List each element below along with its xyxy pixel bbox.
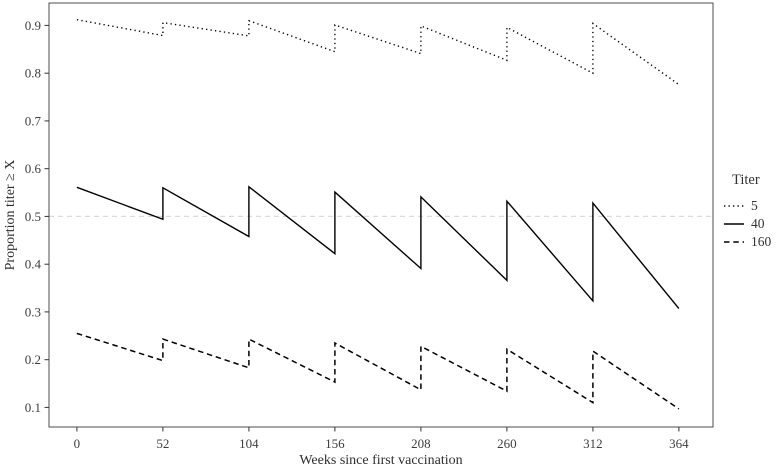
y-tick-label: 0.7 <box>25 113 42 128</box>
legend-key-dashed-line-icon <box>724 241 744 243</box>
x-tick-label: 208 <box>411 436 431 451</box>
y-tick-label: 0.2 <box>25 352 41 367</box>
legend-key-dotted-line-icon <box>724 205 744 207</box>
legend-key-solid-line-icon <box>724 223 744 225</box>
legend-item-label: 160 <box>751 234 772 249</box>
x-axis-title: Weeks since first vaccination <box>299 453 462 468</box>
legend-item-label: 5 <box>751 198 758 213</box>
y-tick-label: 0.8 <box>25 66 41 81</box>
y-tick-label: 0.1 <box>25 400 41 415</box>
series-line-titer-160 <box>76 332 680 410</box>
x-tick-label: 0 <box>74 436 81 451</box>
legend-item-titer-160: 160 <box>723 233 771 251</box>
x-tick-label: 104 <box>239 436 259 451</box>
y-axis-title: Proportion titer ≥ X <box>3 160 18 271</box>
x-tick-label: 312 <box>583 436 603 451</box>
series-line-titer-5 <box>76 19 680 86</box>
y-tick-label: 0.4 <box>25 257 42 272</box>
x-tick-label: 156 <box>325 436 345 451</box>
plot-border <box>48 2 714 428</box>
x-tick-label: 52 <box>156 436 169 451</box>
x-tick-label: 260 <box>497 436 517 451</box>
legend-item-titer-40: 40 <box>723 215 771 233</box>
legend-item-label: 40 <box>751 216 765 231</box>
x-tick-label: 364 <box>669 436 689 451</box>
legend-item-titer-5: 5 <box>723 197 771 215</box>
legend: Titer 5 40 160 <box>723 172 771 251</box>
series-line-titer-40 <box>76 185 680 310</box>
y-tick-label: 0.9 <box>25 18 41 33</box>
legend-title: Titer <box>732 172 760 188</box>
legend-items: 5 40 160 <box>723 197 771 251</box>
y-tick-label: 0.6 <box>25 161 42 176</box>
y-tick-label: 0.5 <box>25 209 41 224</box>
y-tick-label: 0.3 <box>25 304 41 319</box>
